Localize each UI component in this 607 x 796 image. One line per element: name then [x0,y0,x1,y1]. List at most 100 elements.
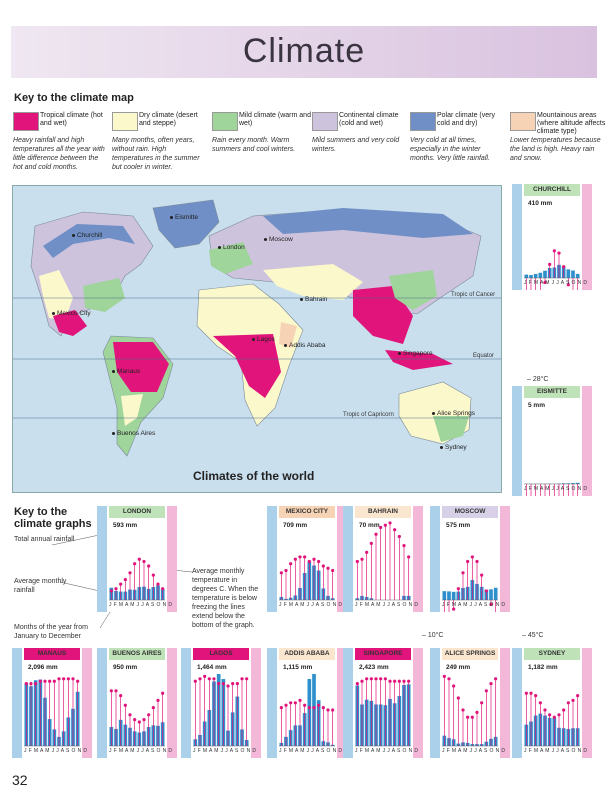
rainfall-bar [566,269,571,278]
temperature-point [456,587,460,591]
city-label: Churchill [71,232,103,239]
map-key-swatch [212,112,238,131]
months-axis: J F M A M J J A S O N D [279,602,343,608]
temperature-point [293,557,297,561]
temperature-point [133,718,137,722]
map-key-label: Tropical climate (hot and wet) [40,112,103,127]
temperature-axis-strip [413,506,423,612]
city-label: Addis Ababa [284,342,326,349]
temperature-point [407,555,411,559]
temperature-point [543,280,547,285]
climate-graph: BUENOS AIRES 950 mm J F M A M J J A S O N … [97,648,177,758]
temperature-point [307,706,311,710]
graph-title: MOSCOW [442,506,498,518]
rainfall-axis-strip [343,648,353,758]
temperature-point [240,677,244,681]
temperature-point [480,573,484,577]
temperature-point [393,679,397,683]
climate-graph: ADDIS ABABA 1,115 mm J F M A M J J A S O N… [267,648,347,758]
graph-title: BUENOS AIRES [109,648,165,660]
rainfall-axis-strip [267,648,277,758]
total-rainfall: 1,182 mm [528,664,558,671]
temperature-point [388,521,392,525]
temperature-point [123,703,127,707]
map-key-description: Heavy rainfall and high temperatures all… [13,137,105,171]
temperature-point [289,562,293,566]
temperature-point [156,582,160,586]
temperature-point [480,701,484,705]
temperature-point [147,713,151,717]
rainfall-bar [529,275,533,278]
rainfall-bar [571,270,575,278]
total-rainfall: 249 mm [446,664,471,671]
map-key-swatch [13,112,39,131]
temperature-point [484,689,488,693]
temperature-point [452,684,456,688]
temperature-point [374,677,378,681]
rainfall-bar [538,272,543,278]
temperature-point [379,525,383,530]
moscow-low-label: – 10°C [422,632,444,639]
temperature-point [374,532,378,536]
months-axis: J F M A M J J A S O N D [355,602,419,608]
climate-graph: EISMITTE 5 mm J F M A M J J A S O N D [512,386,592,496]
rainfall-axis-strip [267,506,277,612]
temperature-axis-strip [582,386,592,496]
rainfall-axis-strip [512,648,522,758]
title-banner: Climate [11,26,597,78]
temperature-point [312,706,316,710]
temperature-point [24,682,28,686]
temperature-point [534,694,538,698]
temperature-point [66,677,70,681]
city-label: London [218,244,245,251]
temperature-point [71,677,75,681]
page-title: Climate [242,32,366,70]
temperature-point [543,708,547,712]
temperature-point [151,706,155,710]
graph-plot [355,521,411,601]
temperature-point [193,679,197,683]
temperature-point [557,251,561,255]
city-label: Sydney [440,444,467,451]
temperature-note: Average monthly temperature in degrees C… [192,568,259,629]
temperature-point [137,557,141,561]
world-map: Tropic of Cancer Equator Tropic of Capri… [12,185,502,493]
rainfall-bar [447,591,451,600]
temperature-point [317,559,321,564]
temperature-point [489,682,493,686]
temperature-point [279,571,283,575]
temperature-point [109,589,113,593]
temperature-point [235,682,239,686]
equator-label: Equator [473,353,495,359]
total-rainfall: 575 mm [446,522,471,529]
temperature-point [29,682,33,686]
climate-graph: LONDON 593 mm J F M A M J J A S O N D [97,506,177,612]
months-axis: J F M A M J J A S O N D [355,748,419,754]
rainfall-bar [566,483,571,484]
temperature-point [402,679,406,683]
total-rainfall: 2,423 mm [359,664,389,671]
temperature-axis-strip [500,648,510,758]
temperature-point [475,710,479,714]
temperature-point [156,698,160,702]
graph-title: SINGAPORE [355,648,411,660]
temperature-point [566,283,570,287]
city-label: Eismitte [169,214,199,221]
temperature-point [307,559,311,564]
temperature-point [576,694,580,698]
map-key-label: Dry climate (desert and steppe) [139,112,198,127]
temperature-point [161,691,165,695]
map-key-swatch [410,112,436,131]
temperature-axis-strip [167,648,177,758]
city-label: Buenos Aires [111,430,156,437]
temperature-point [369,541,373,545]
graph-title: ADDIS ABABA [279,648,335,660]
temperature-axis-strip [582,648,592,758]
months-axis: J F M A M J J A S O N D [442,602,506,608]
temperature-point [279,706,283,710]
total-rainfall: 1,464 mm [197,664,227,671]
graph-title: ALICE SPRINGS [442,648,498,660]
rainfall-axis-strip [512,184,522,290]
rainfall-bar [493,587,498,600]
temperature-point [494,677,498,681]
